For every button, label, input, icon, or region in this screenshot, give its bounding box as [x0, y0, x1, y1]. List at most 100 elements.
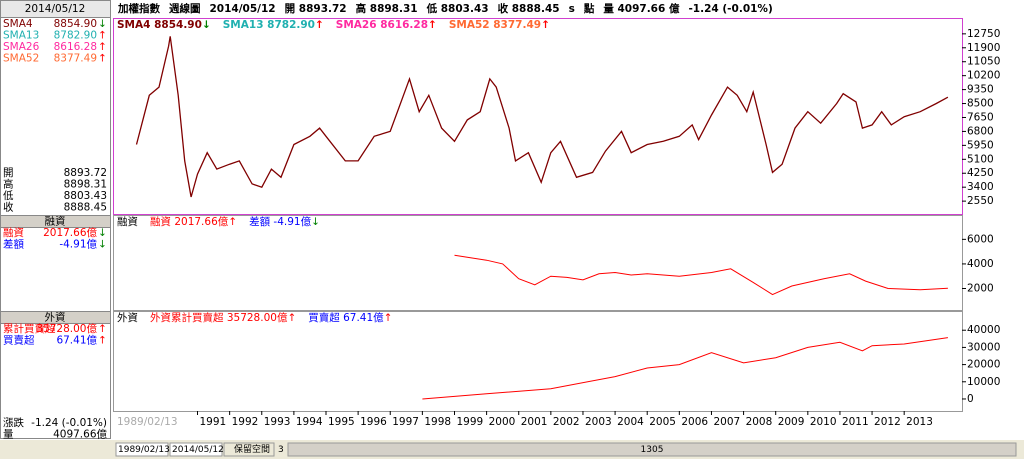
row-value: 67.41億 [56, 334, 97, 347]
header-item: 高 8898.31 [356, 2, 418, 15]
x-tick-label: 1994 [296, 416, 323, 428]
x-tick-label: 2004 [617, 416, 644, 428]
row-label: 開 [3, 167, 14, 179]
header-item: 週線圖 [169, 2, 201, 15]
scroll-value: 1305 [641, 445, 664, 455]
x-tick-label: 1998 [424, 416, 451, 428]
x-tick-label: 2011 [842, 416, 869, 428]
legend-item: 融資 2017.66億 [150, 215, 229, 228]
x-tick-label: 1993 [264, 416, 291, 428]
header-item: 2014/05/12 [210, 3, 276, 15]
row-label: 收 [3, 201, 14, 214]
y-tick-label: 4250 [967, 167, 994, 179]
row-value: 2017.66億 [43, 226, 97, 239]
y-tick-label: 2550 [967, 195, 994, 207]
y-tick-label: 2000 [967, 282, 994, 294]
legend-item: 買賣超 67.41億 [308, 311, 384, 324]
margin-panel [113, 215, 963, 311]
to-date: 2014/05/12 [172, 445, 224, 455]
x-tick-label: 2001 [521, 416, 548, 428]
reserve-label: 保留空間 [234, 443, 270, 455]
legend-arrow: ↓ [202, 19, 211, 31]
y-tick-label: 6800 [967, 125, 994, 137]
legend: 外資 外資累計買賣超 35728.00億↑ 買賣超 67.41億↑ [117, 311, 392, 324]
scrollbar[interactable] [287, 442, 1017, 457]
legend-item: 外資 [117, 312, 138, 324]
reserve-button[interactable] [223, 442, 275, 457]
y-tick-label: 11050 [967, 56, 1000, 68]
x-tick-label: 2009 [778, 416, 805, 428]
count-label: 3 [278, 445, 284, 455]
row-label: 高 [3, 178, 14, 191]
row-label: 累計買賣超 [3, 322, 56, 335]
row-label: 融資 [3, 227, 24, 239]
row-value: 8377.49 [54, 53, 97, 65]
row-arrow: ↑ [98, 53, 107, 65]
from-field[interactable] [115, 442, 169, 457]
legend-item: SMA26 8616.28 [336, 19, 428, 31]
row-value: -4.91億 [59, 238, 97, 251]
row-value: 4097.66億 [53, 428, 107, 441]
x-tick-label: 1999 [456, 416, 483, 428]
legend-item: SMA13 8782.90 [223, 19, 315, 31]
price-panel [113, 18, 963, 215]
y-tick-label: 8500 [967, 98, 994, 110]
header-item: 收 8888.45 [498, 2, 560, 15]
row-value: 8803.43 [64, 190, 107, 202]
legend-item: 外資累計買賣超 35728.00億 [150, 311, 288, 324]
x-tick-label: 1996 [360, 416, 387, 428]
row-label: SMA52 [3, 53, 39, 65]
row-value: 35728.00億 [36, 322, 97, 335]
legend-arrow: ↑ [228, 216, 237, 228]
x-tick-label: 2007 [713, 416, 740, 428]
x-tick-label: 2006 [681, 416, 708, 428]
row-arrow: ↓ [98, 239, 107, 251]
y-tick-label: 12750 [967, 28, 1000, 40]
row-value: -1.24 (-0.01%) [31, 417, 107, 429]
x-tick-label: 1991 [200, 416, 227, 428]
foreign-title: 外資 [45, 312, 66, 324]
margin-title: 融資 [45, 216, 66, 228]
y-tick-label: 6000 [967, 233, 994, 245]
row-label: 低 [3, 189, 14, 202]
legend-arrow: ↓ [311, 216, 320, 228]
header-item: -1.24 (-0.01%) [688, 3, 772, 15]
row-arrow: ↑ [98, 323, 107, 335]
y-tick-label: 30000 [967, 341, 1000, 353]
legend-arrow: ↑ [315, 19, 324, 31]
y-tick-label: 10000 [967, 376, 1000, 388]
x-start-label: 1989/02/13 [117, 416, 178, 428]
header-item: 加權指數 [117, 2, 160, 15]
x-tick-label: 2002 [553, 416, 580, 428]
y-tick-label: 5100 [967, 153, 994, 165]
legend-arrow: ↑ [428, 19, 437, 31]
row-value: 8782.90 [54, 30, 97, 42]
row-label: 漲跌 [3, 416, 24, 429]
series-line [135, 36, 949, 198]
row-label: 差額 [3, 238, 24, 251]
row-label: SMA13 [3, 30, 39, 42]
x-tick-label: 1997 [392, 416, 419, 428]
x-tick-label: 1995 [328, 416, 355, 428]
to-field[interactable] [169, 442, 223, 457]
x-tick-label: 2005 [649, 416, 676, 428]
x-tick-label: 2012 [874, 416, 901, 428]
y-tick-label: 10200 [967, 70, 1000, 82]
y-tick-label: 3400 [967, 181, 994, 193]
legend: 融資 融資 2017.66億↑ 差額 -4.91億↓ [117, 215, 320, 228]
foreign-header [0, 311, 111, 324]
series-line [422, 337, 948, 400]
header: 加權指數 週線圖 2014/05/12 開 8893.72 高 8898.31 低 880… [117, 2, 773, 15]
side-date: 2014/05/12 [25, 3, 86, 15]
y-tick-label: 11900 [967, 42, 1000, 54]
x-tick-label: 2010 [810, 416, 837, 428]
header-item: 量 4097.66 億 [603, 2, 680, 15]
row-arrow: ↑ [98, 41, 107, 53]
x-tick-label: 1992 [232, 416, 259, 428]
row-value: 8893.72 [64, 167, 107, 179]
legend-item: 差額 -4.91億 [249, 215, 312, 228]
y-tick-label: 5950 [967, 139, 994, 151]
x-tick-label: 2000 [489, 416, 516, 428]
